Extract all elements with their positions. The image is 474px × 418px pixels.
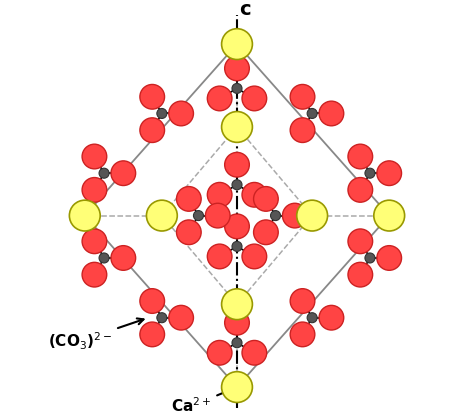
Circle shape: [221, 289, 253, 320]
Circle shape: [221, 29, 253, 59]
Circle shape: [283, 203, 307, 228]
Circle shape: [232, 180, 242, 190]
Circle shape: [140, 118, 164, 143]
Circle shape: [319, 101, 344, 126]
Circle shape: [111, 161, 136, 186]
Circle shape: [140, 289, 164, 314]
Circle shape: [348, 263, 373, 287]
Circle shape: [232, 242, 242, 251]
Circle shape: [69, 200, 100, 231]
Circle shape: [99, 253, 109, 263]
Text: Ca$^{2+}$: Ca$^{2+}$: [172, 389, 232, 415]
Circle shape: [176, 220, 201, 245]
Circle shape: [290, 118, 315, 143]
Circle shape: [99, 168, 109, 178]
Circle shape: [290, 322, 315, 347]
Circle shape: [290, 289, 315, 314]
Circle shape: [225, 214, 249, 239]
Circle shape: [232, 338, 242, 348]
Circle shape: [157, 108, 167, 118]
Circle shape: [290, 84, 315, 109]
Circle shape: [146, 200, 177, 231]
Circle shape: [348, 144, 373, 169]
Circle shape: [348, 178, 373, 202]
Circle shape: [297, 200, 328, 231]
Circle shape: [232, 84, 242, 94]
Circle shape: [176, 186, 201, 211]
Circle shape: [319, 306, 344, 330]
Circle shape: [207, 182, 232, 207]
Circle shape: [82, 144, 107, 169]
Circle shape: [242, 182, 267, 207]
Text: c: c: [239, 0, 251, 19]
Text: (CO$_3$)$^{2-}$: (CO$_3$)$^{2-}$: [48, 319, 144, 352]
Circle shape: [307, 313, 317, 323]
Circle shape: [348, 229, 373, 254]
Circle shape: [207, 244, 232, 269]
Circle shape: [82, 178, 107, 202]
Circle shape: [82, 263, 107, 287]
Circle shape: [271, 211, 281, 221]
Circle shape: [374, 200, 405, 231]
Circle shape: [193, 211, 203, 221]
Circle shape: [307, 108, 317, 118]
Circle shape: [377, 246, 401, 270]
Circle shape: [242, 340, 267, 365]
Circle shape: [221, 372, 253, 403]
Circle shape: [205, 203, 230, 228]
Circle shape: [377, 161, 401, 186]
Circle shape: [157, 313, 167, 323]
Circle shape: [225, 153, 249, 177]
Circle shape: [207, 340, 232, 365]
Circle shape: [140, 322, 164, 347]
Circle shape: [365, 253, 375, 263]
Circle shape: [254, 220, 278, 245]
Circle shape: [169, 101, 193, 126]
Circle shape: [225, 311, 249, 335]
Circle shape: [221, 112, 253, 143]
Circle shape: [207, 86, 232, 111]
Circle shape: [140, 84, 164, 109]
Circle shape: [169, 306, 193, 330]
Circle shape: [365, 168, 375, 178]
Circle shape: [254, 186, 278, 211]
Circle shape: [225, 56, 249, 81]
Circle shape: [242, 244, 267, 269]
Circle shape: [111, 246, 136, 270]
Circle shape: [242, 86, 267, 111]
Circle shape: [82, 229, 107, 254]
